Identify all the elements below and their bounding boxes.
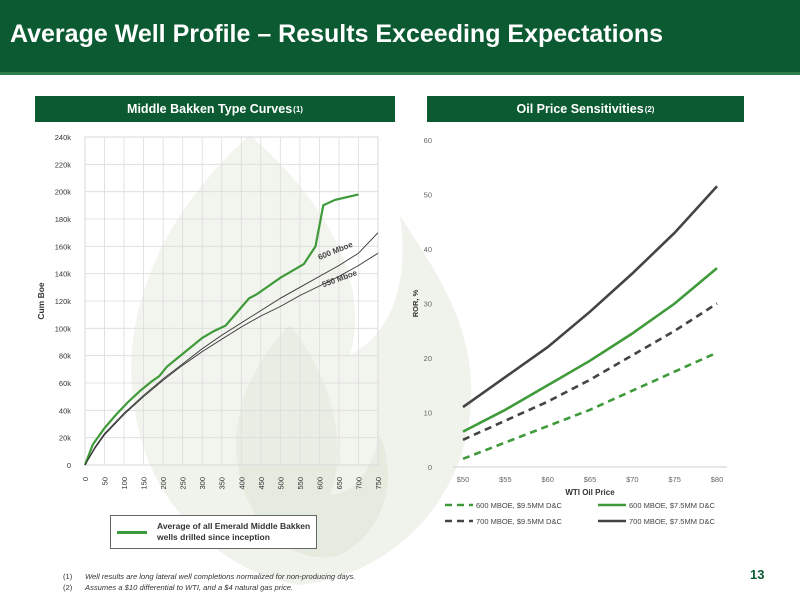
left-y-tick-label: 240k: [55, 133, 72, 142]
left-x-tick-label: 250: [179, 477, 188, 490]
right-y-tick-label: 0: [428, 463, 432, 472]
left-panel-title: Middle Bakken Type Curves: [127, 102, 293, 116]
left-y-tick-label: 40k: [59, 406, 71, 415]
left-x-tick-label: 550: [296, 477, 305, 490]
left-x-tick-label: 0: [81, 477, 90, 481]
right-y-tick-label: 30: [424, 300, 432, 309]
right-panel-title-bar: Oil Price Sensitivities (2): [427, 96, 744, 122]
right-y-axis-label: ROR, %: [411, 289, 420, 317]
right-y-tick-label: 10: [424, 409, 432, 418]
left-y-tick-label: 60k: [59, 379, 71, 388]
footnote-1: (1) Well results are long lateral well co…: [63, 572, 356, 581]
left-y-tick-label: 100k: [55, 324, 72, 333]
right-panel-title: Oil Price Sensitivities: [516, 102, 644, 116]
right-x-tick-label: $55: [499, 475, 512, 484]
series-line-700-mboe-9-5mm-d-c: [462, 302, 718, 441]
right-x-tick-label: $60: [541, 475, 554, 484]
left-x-tick-label: 350: [218, 477, 227, 490]
right-x-axis-label: WTI Oil Price: [565, 488, 615, 497]
legend-swatch-average-wells: [117, 531, 147, 534]
left-y-tick-label: 20k: [59, 434, 71, 443]
left-x-tick-label: 700: [354, 477, 363, 490]
left-y-tick-label: 220k: [55, 160, 72, 169]
left-y-tick-label: 80k: [59, 352, 71, 361]
left-panel-footnote-ref: (1): [293, 104, 303, 114]
left-x-tick-label: 50: [101, 477, 110, 485]
right-panel-footnote-ref: (2): [644, 104, 655, 114]
header-banner: [0, 0, 800, 72]
left-x-tick-label: 100: [120, 477, 129, 490]
right-x-tick-label: $65: [584, 475, 597, 484]
header-rule: [0, 72, 800, 75]
footnote-2: (2) Assumes a $10 differential to WTI, an…: [63, 583, 294, 592]
left-x-tick-label: 450: [257, 477, 266, 490]
left-y-tick-label: 200k: [55, 188, 72, 197]
right-x-tick-label: $75: [668, 475, 681, 484]
right-x-tick-label: $50: [457, 475, 470, 484]
type-curves-chart: 0 50 100 150 200 250 300 350 400 450 500 550 600 650 7…: [36, 133, 383, 490]
left-x-tick-label: 650: [335, 477, 344, 490]
page-number: 13: [750, 567, 765, 582]
legend-label: 700 MBOE, $7.5MM D&C: [629, 517, 715, 526]
left-x-tick-label: 500: [276, 477, 285, 490]
left-panel-title-bar: Middle Bakken Type Curves (1): [35, 96, 395, 122]
series-line-600-mboe-9-5mm-d-c: [462, 351, 718, 461]
left-x-tick-label: 150: [140, 477, 149, 490]
legend-label-average-wells: Average of all Emerald Middle Bakken wel…: [157, 521, 311, 542]
left-chart-legend: Average of all Emerald Middle Bakken wel…: [110, 515, 317, 549]
right-y-tick-label: 50: [424, 191, 432, 200]
left-x-tick-label: 300: [198, 477, 207, 490]
series-line-average-wells: [83, 193, 359, 466]
left-y-tick-label: 140k: [55, 270, 72, 279]
series-line-600-mboe-7-5mm-d-c: [462, 267, 718, 433]
left-x-tick-label: 400: [237, 477, 246, 490]
legend-label: 600 MBOE, $7.5MM D&C: [629, 501, 715, 510]
series-line-700-mboe-7-5mm-d-c: [462, 185, 718, 409]
footnotes: (1) Well results are long lateral well co…: [63, 571, 355, 593]
left-x-tick-label: 200: [159, 477, 168, 490]
right-x-tick-label: $80: [711, 475, 724, 484]
left-x-tick-label: 600: [315, 477, 324, 490]
series-line-550-mboe: [84, 252, 379, 466]
left-y-tick-label: 180k: [55, 215, 72, 224]
left-x-tick-label: 750: [374, 477, 383, 490]
series-line-600-mboe: [84, 232, 379, 466]
right-y-tick-label: 60: [424, 136, 432, 145]
left-y-tick-label: 160k: [55, 242, 72, 251]
right-y-tick-label: 20: [424, 354, 432, 363]
right-x-tick-label: $70: [626, 475, 639, 484]
left-y-tick-label: 120k: [55, 297, 72, 306]
left-y-axis-label: Cum Boe: [36, 282, 46, 320]
left-y-tick-label: 0: [67, 461, 71, 470]
page-title: Average Well Profile – Results Exceeding…: [10, 20, 664, 48]
legend-label: 700 MBOE, $9.5MM D&C: [476, 517, 562, 526]
oil-price-sensitivity-chart: 0 10 20 30 40 50 60 $50 $55 $60 $65 $70 $75 $80 WTI Oi…: [411, 136, 727, 526]
legend-label: 600 MBOE, $9.5MM D&C: [476, 501, 562, 510]
right-y-tick-label: 40: [424, 245, 432, 254]
